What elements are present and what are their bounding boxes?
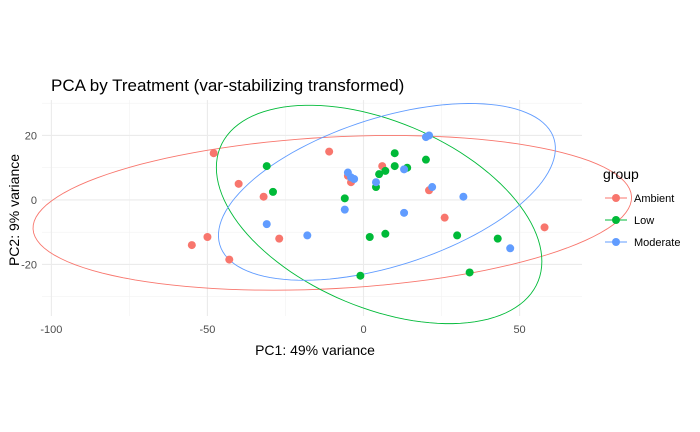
legend-label-ambient: Ambient — [634, 193, 674, 205]
grid-lines — [42, 100, 582, 316]
point-low — [390, 149, 399, 158]
y-tick-label: -20 — [21, 259, 37, 271]
point-ambient — [259, 192, 268, 201]
point-low — [365, 233, 374, 242]
point-moderate — [371, 178, 380, 187]
legend-key-low — [612, 216, 620, 224]
point-moderate — [428, 183, 437, 192]
axis-ticks: -100 -50 0 50 -20 0 20 — [21, 130, 526, 336]
point-moderate — [340, 205, 349, 214]
point-low — [381, 229, 390, 238]
point-low — [268, 187, 277, 196]
point-low — [390, 162, 399, 171]
point-moderate — [400, 165, 409, 174]
ellipse-moderate — [218, 103, 556, 281]
chart-title: PCA by Treatment (var-stabilizing transf… — [51, 76, 404, 95]
x-tick-label: 50 — [513, 324, 525, 336]
ellipse-low — [215, 104, 543, 325]
point-moderate — [425, 131, 434, 140]
legend-key-ambient — [612, 194, 620, 202]
point-moderate — [350, 174, 359, 183]
point-ambient — [540, 223, 549, 232]
point-ambient — [234, 179, 243, 188]
point-low — [493, 234, 502, 243]
y-axis-title: PC2: 9% variance — [6, 154, 22, 266]
point-low — [375, 170, 384, 179]
y-tick-label: 20 — [25, 130, 37, 142]
x-tick-label: 0 — [360, 324, 366, 336]
point-ambient — [325, 147, 334, 156]
point-moderate — [459, 192, 468, 201]
point-moderate — [303, 231, 312, 240]
point-low — [381, 166, 390, 175]
point-ambient — [187, 241, 196, 250]
legend: group Ambient Low Moderate — [603, 166, 680, 249]
y-tick-label: 0 — [31, 195, 37, 207]
point-low — [356, 271, 365, 280]
point-low — [421, 155, 430, 164]
legend-title: group — [603, 166, 639, 182]
point-low — [453, 231, 462, 240]
legend-label-moderate: Moderate — [634, 237, 680, 249]
point-ambient — [275, 234, 284, 243]
point-low — [465, 268, 474, 277]
point-low — [262, 162, 271, 171]
confidence-ellipses — [32, 103, 632, 325]
legend-label-low: Low — [634, 215, 654, 227]
ellipse-ambient — [32, 135, 632, 291]
point-ambient — [225, 255, 234, 264]
point-moderate — [400, 208, 409, 217]
data-points — [187, 131, 549, 280]
point-ambient — [440, 213, 449, 222]
legend-key-moderate — [612, 238, 620, 246]
point-moderate — [262, 220, 271, 229]
point-ambient — [209, 149, 218, 158]
x-axis-title: PC1: 49% variance — [255, 342, 375, 358]
legend-items: Ambient Low Moderate — [605, 193, 680, 249]
point-low — [340, 194, 349, 203]
x-tick-label: -50 — [199, 324, 215, 336]
point-ambient — [203, 233, 212, 242]
x-tick-label: -100 — [40, 324, 62, 336]
point-moderate — [506, 244, 515, 253]
